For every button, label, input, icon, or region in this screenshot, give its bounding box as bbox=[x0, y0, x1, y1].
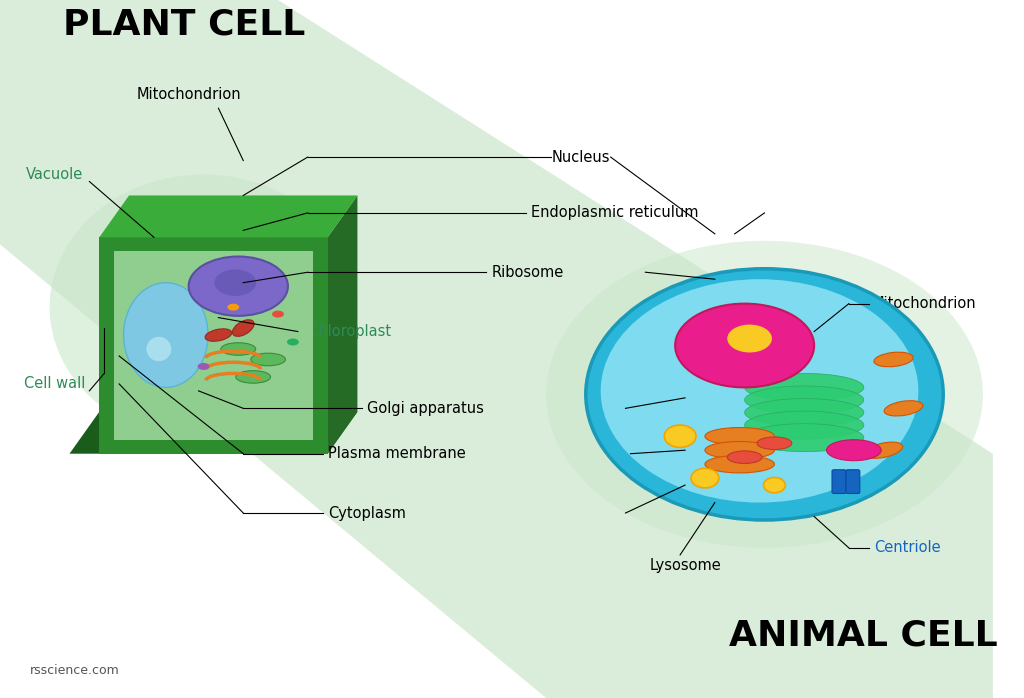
Ellipse shape bbox=[251, 353, 286, 366]
Ellipse shape bbox=[236, 371, 270, 383]
Ellipse shape bbox=[214, 269, 256, 296]
Text: Chloroplast: Chloroplast bbox=[308, 324, 391, 339]
Text: Lysosome: Lysosome bbox=[649, 558, 721, 573]
Text: Mitochondrion: Mitochondrion bbox=[871, 296, 976, 311]
Ellipse shape bbox=[665, 425, 696, 447]
Ellipse shape bbox=[272, 311, 284, 318]
Text: Mitochondrion: Mitochondrion bbox=[136, 87, 241, 102]
Ellipse shape bbox=[744, 386, 864, 414]
Text: Nucleus: Nucleus bbox=[552, 149, 610, 165]
Ellipse shape bbox=[227, 304, 240, 311]
Ellipse shape bbox=[826, 440, 882, 461]
Ellipse shape bbox=[601, 279, 919, 503]
Ellipse shape bbox=[232, 320, 254, 336]
Ellipse shape bbox=[744, 399, 864, 426]
Ellipse shape bbox=[744, 424, 864, 452]
Polygon shape bbox=[99, 195, 357, 237]
Ellipse shape bbox=[705, 442, 774, 459]
Ellipse shape bbox=[675, 304, 814, 387]
Polygon shape bbox=[115, 251, 312, 440]
Text: Vacuole: Vacuole bbox=[26, 167, 83, 182]
Ellipse shape bbox=[586, 269, 943, 520]
Ellipse shape bbox=[124, 283, 208, 387]
Polygon shape bbox=[70, 412, 357, 454]
Text: Cell wall: Cell wall bbox=[24, 376, 85, 392]
Ellipse shape bbox=[727, 451, 762, 463]
Ellipse shape bbox=[764, 477, 785, 493]
Polygon shape bbox=[99, 237, 328, 454]
Text: ANIMAL CELL: ANIMAL CELL bbox=[729, 618, 998, 652]
Text: Ribosome: Ribosome bbox=[492, 265, 564, 280]
Ellipse shape bbox=[864, 442, 902, 459]
Ellipse shape bbox=[146, 337, 171, 362]
Text: rsscience.com: rsscience.com bbox=[30, 664, 120, 676]
Text: Centriole: Centriole bbox=[873, 540, 940, 556]
Ellipse shape bbox=[744, 411, 864, 439]
Text: Golgi apparatus: Golgi apparatus bbox=[368, 401, 484, 416]
Ellipse shape bbox=[198, 363, 210, 370]
Polygon shape bbox=[328, 195, 357, 454]
Text: Endoplasmic reticulum: Endoplasmic reticulum bbox=[531, 205, 698, 221]
Ellipse shape bbox=[744, 373, 864, 401]
Ellipse shape bbox=[705, 456, 774, 473]
Ellipse shape bbox=[49, 174, 357, 440]
Text: Cytoplasm: Cytoplasm bbox=[328, 505, 406, 521]
Text: PLANT CELL: PLANT CELL bbox=[62, 8, 305, 41]
Text: Plasma membrane: Plasma membrane bbox=[328, 446, 465, 461]
Ellipse shape bbox=[705, 427, 774, 445]
Ellipse shape bbox=[884, 401, 923, 416]
FancyBboxPatch shape bbox=[846, 470, 860, 493]
Ellipse shape bbox=[691, 468, 719, 488]
Ellipse shape bbox=[188, 256, 288, 315]
Polygon shape bbox=[0, 0, 993, 698]
Ellipse shape bbox=[546, 241, 983, 548]
Ellipse shape bbox=[757, 437, 792, 450]
Ellipse shape bbox=[221, 343, 256, 355]
Ellipse shape bbox=[727, 325, 772, 352]
FancyBboxPatch shape bbox=[833, 470, 846, 493]
Ellipse shape bbox=[205, 329, 231, 341]
Ellipse shape bbox=[287, 339, 299, 346]
Ellipse shape bbox=[873, 352, 913, 366]
